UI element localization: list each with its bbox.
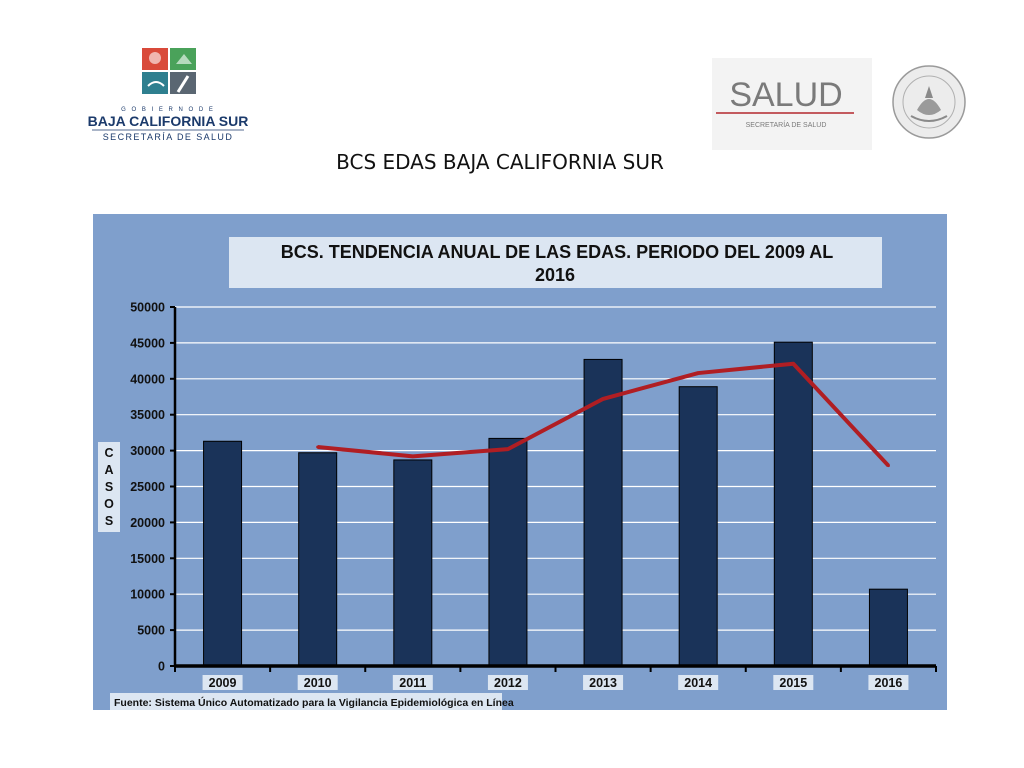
x-tick-label: 2013 (589, 676, 617, 690)
gobierno-bcs-logo-graphic: G O B I E R N O D E BAJA CALIFORNIA SUR … (88, 48, 248, 142)
salud-word: SALUD (729, 76, 842, 114)
trend-point-2014 (696, 371, 700, 375)
source-note-box (110, 693, 502, 710)
bar-2009 (203, 440, 243, 667)
source-note: Fuente: Sistema Único Automatizado para … (114, 696, 514, 709)
slide-title: BCS EDAS BAJA CALIFORNIA SUR (336, 150, 664, 174)
bar-series (203, 341, 908, 667)
y-axis-label-box (98, 442, 120, 532)
x-tick-label-box (392, 675, 433, 690)
y-tick-label: 0 (158, 660, 165, 674)
y-axis-label-letter: O (104, 497, 114, 511)
logo-line3: SECRETARÍA DE SALUD (103, 132, 233, 142)
y-tick-label: 50000 (130, 301, 165, 315)
bar-2011 (393, 459, 433, 667)
bar-2016 (868, 588, 908, 667)
trend-point-2016 (886, 464, 890, 468)
x-tick-label: 2016 (875, 676, 903, 690)
y-tick-label: 40000 (130, 372, 165, 386)
trend-point-2013 (601, 397, 605, 401)
salud-logo-graphic: SALUD SECRETARÍA DE SALUD (712, 58, 966, 150)
trend-line-series (316, 361, 890, 468)
bar-2013 (583, 358, 623, 667)
bar-2014 (678, 386, 718, 667)
y-tick-label: 15000 (130, 552, 165, 566)
mexico-seal-icon (892, 65, 966, 139)
bar-2010 (298, 452, 338, 667)
y-tick-label: 20000 (130, 516, 165, 530)
x-tick-label: 2009 (209, 676, 237, 690)
emblem-icon (142, 48, 196, 94)
logo-line1: G O B I E R N O D E (121, 107, 215, 113)
chart-title-line2: 2016 (535, 265, 575, 285)
y-axis-ticks: 0 5000 10000 15000 20000 25000 30000 35000 40000… (130, 301, 177, 674)
logo-line2: BAJA CALIFORNIA SUR (88, 113, 248, 129)
trend-point-2010 (316, 445, 320, 449)
y-tick-label: 5000 (137, 624, 165, 638)
bar-2012 (488, 437, 528, 667)
gobierno-bcs-logo: G O B I E R N O D E BAJA CALIFORNIA SUR … (88, 40, 248, 150)
x-tick-label: 2015 (779, 676, 807, 690)
salud-logo: SALUD SECRETARÍA DE SALUD (712, 58, 968, 150)
trend-point-2011 (411, 454, 415, 458)
y-axis-label-letter: C (104, 446, 113, 460)
x-tick-label: 2012 (494, 676, 522, 690)
x-tick-label: 2014 (684, 676, 712, 690)
x-tick-label-box (202, 675, 243, 690)
x-tick-label-box (583, 675, 624, 690)
x-tick-label: 2010 (304, 676, 332, 690)
y-tick-label: 35000 (130, 408, 165, 422)
y-tick-label: 45000 (130, 336, 165, 350)
chart-title-line1: BCS. TENDENCIA ANUAL DE LAS EDAS. PERIOD… (281, 242, 833, 262)
trend-point-2015 (791, 362, 795, 366)
y-axis-label-letter: A (104, 463, 113, 477)
x-tick-label-box (868, 675, 909, 690)
chart-title-box (229, 237, 882, 288)
x-tick-label-box (678, 675, 719, 690)
y-tick-label: 25000 (130, 480, 165, 494)
x-axis: 2009 2010 2011 2012 2013 2014 2015 2016 (174, 664, 937, 690)
y-axis-label-letter: S (105, 480, 113, 494)
x-tick-label-box (487, 675, 528, 690)
y-tick-label: 30000 (130, 444, 165, 458)
trend-point-2012 (506, 447, 510, 451)
x-tick-label-box (297, 675, 338, 690)
y-tick-label: 10000 (130, 588, 165, 602)
edas-chart: BCS. TENDENCIA ANUAL DE LAS EDAS. PERIOD… (93, 214, 947, 710)
x-tick-label: 2011 (399, 676, 426, 690)
bar-2015 (773, 341, 813, 667)
chart-panel: BCS. TENDENCIA ANUAL DE LAS EDAS. PERIOD… (93, 214, 947, 710)
x-tick-label-box (773, 675, 814, 690)
salud-subtitle: SECRETARÍA DE SALUD (746, 120, 827, 129)
y-axis-label-letter: S (105, 514, 113, 528)
